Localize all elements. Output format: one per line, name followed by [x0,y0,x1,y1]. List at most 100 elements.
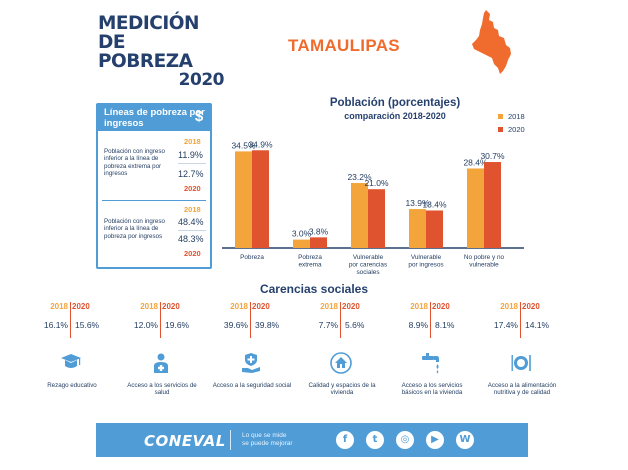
bar-label-2018-4: 28.4% [463,157,488,167]
value-2018: 12.0% [133,320,158,330]
chart-subtitle: comparación 2018-2020 [344,111,446,121]
carencias-title: Carencias sociales [259,282,369,296]
state-name: TAMAULIPAS [288,36,400,55]
bar-2018-4 [467,168,484,248]
legend-swatch-2020 [498,127,503,132]
legend-item-2020: 2020 [498,123,525,136]
report-title-line1: MEDICIÓN [98,13,199,34]
divider [230,430,231,450]
divider [178,230,206,231]
value-2020: 19.6% [165,320,190,330]
carencia-years: 2018 2020 [120,302,204,316]
bar-2020-0 [252,150,269,248]
footer-slogan: Lo que se mide se puede mejorar [242,432,293,448]
year-2018-label: 2018 [184,137,201,146]
carencia-years: 2018 2020 [480,302,564,316]
category-label-1: extrema [298,262,322,269]
security-hand-icon [240,352,262,374]
legend-item-2018: 2018 [498,110,525,123]
category-label-0: Pobreza [240,254,264,261]
value-2020: 15.6% [75,320,100,330]
bar-label-2020-0: 34.9% [248,139,273,149]
legend-label-2020: 2020 [508,125,525,134]
category-label-3: por ingresos [408,262,443,269]
year-2020-label: 2020 [342,302,360,311]
bar-label-2020-2: 21.0% [364,178,389,188]
chart-title: Población (porcentajes) comparación 2018… [300,96,490,122]
poverty-line-desc: Población con ingreso inferior a la líne… [104,148,165,178]
year-2020-label: 2020 [162,302,180,311]
value-2018: 48.4% [178,217,204,227]
bar-2018-1 [293,239,310,248]
wordpress-icon[interactable]: W [456,431,474,449]
value-2018: 17.4% [493,320,518,330]
year-2020-label: 2020 [184,184,201,193]
carencia-label: Calidad y espacios de la vivienda [308,382,376,397]
slogan-line2: se puede mejorar [242,440,293,447]
slogan-line1: Lo que se mide [242,432,287,439]
report-title: MEDICIÓN DE POBREZA 2020 [98,13,225,89]
carencia-label: Acceso a la alimentación nutritiva y de … [487,382,557,397]
carencia-label: Acceso a la seguridad social [212,382,292,389]
divider [250,302,251,338]
poverty-lines-title: Líneas de pobreza por ingresos [104,107,205,129]
carencia-years: 2018 2020 [300,302,384,316]
carencia-years: 2018 2020 [390,302,474,316]
category-label-4: No pobre y no [464,254,505,261]
value-2020: 48.3% [178,234,204,244]
chart-title-text: Población (porcentajes) [329,97,461,109]
bar-label-2020-4: 30.7% [480,151,505,161]
category-label-1: Pobreza [298,254,322,261]
year-2020-label: 2020 [252,302,270,311]
bar-label-2018-1: 3.0% [292,229,312,239]
facebook-icon[interactable]: f [336,431,354,449]
carencia-label: Acceso a los servicios básicos en la viv… [401,382,463,397]
divider [340,302,341,338]
graduation-cap-icon [60,352,82,374]
year-2020-label: 2020 [72,302,90,311]
year-2018-label: 2018 [184,205,201,214]
report-title-line2: DE POBREZA [98,32,193,72]
value-2018: 16.1% [43,320,68,330]
year-2018-label: 2018 [140,302,158,311]
bar-2018-0 [235,151,252,248]
carencia-label: Rezago educativo [47,382,97,389]
value-2018: 11.9% [178,150,203,160]
value-2018: 7.7% [318,320,338,330]
bar-2020-3 [426,210,443,248]
year-2018-label: 2018 [50,302,68,311]
instagram-icon[interactable]: ◎ [396,431,414,449]
bar-2020-2 [368,189,385,248]
bar-2018-3 [409,209,426,248]
value-2020: 5.6% [345,320,365,330]
plate-icon [510,352,532,374]
year-2020-label: 2020 [184,249,201,258]
category-label-2: por carencias [349,262,387,269]
youtube-icon[interactable]: ▶ [426,431,444,449]
divider [160,302,161,338]
year-2018-label: 2018 [500,302,518,311]
carencia-years: 2018 2020 [210,302,294,316]
value-2020: 12.7% [178,169,204,179]
bar-label-2020-1: 3.8% [309,226,329,236]
bar-label-2018-3: 13.9% [405,198,430,208]
divider [102,200,206,201]
divider [520,302,521,338]
poverty-line-desc: Población con ingreso inferior a la líne… [104,218,165,240]
category-label-2: Vulnerable [353,254,384,261]
bar-label-2020-3: 13.4% [422,199,447,209]
footer-bar: CONEVAL Lo que se mide se puede mejorar … [96,423,528,457]
chart-legend: 2018 2020 [498,110,525,136]
bar-2020-4 [484,162,501,248]
category-label-2: sociales [356,269,379,276]
value-2018: 8.9% [408,320,428,330]
state-map-icon [472,10,511,74]
twitter-icon[interactable]: t [366,431,384,449]
year-2018-label: 2018 [320,302,338,311]
value-2020: 14.1% [525,320,550,330]
legend-swatch-2018 [498,114,503,119]
year-2020-label: 2020 [522,302,540,311]
faucet-icon [420,352,442,374]
bar-2018-2 [351,183,368,248]
population-bar-chart: 34.5%34.9%Pobreza3.0%3.8%Pobrezaextrema2… [222,139,524,276]
